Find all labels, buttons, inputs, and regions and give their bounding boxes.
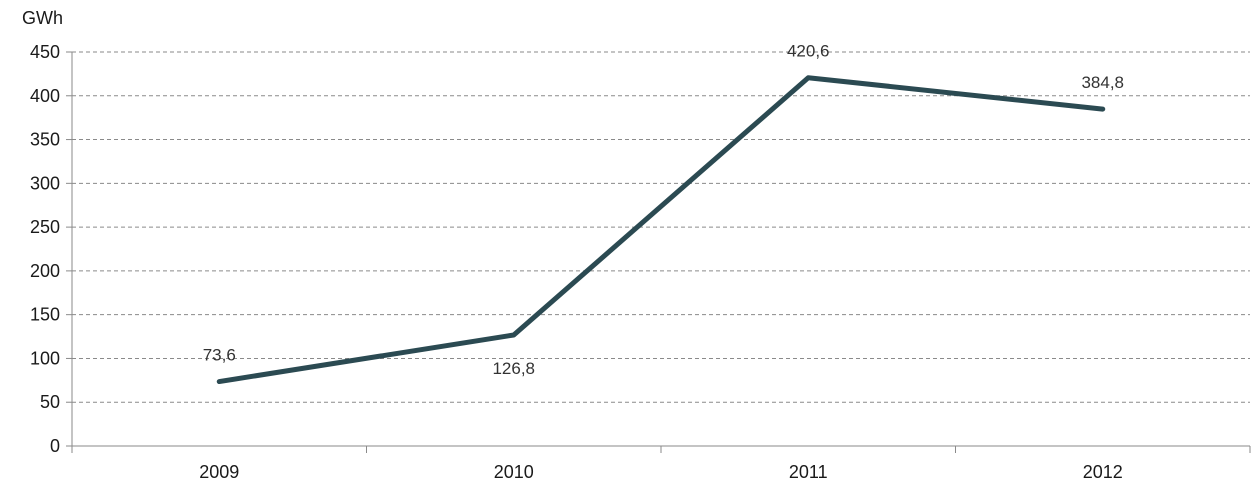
y-tick-label-300: 300 <box>30 173 60 193</box>
y-tick-label-50: 50 <box>40 392 60 412</box>
x-axis-ticks: 2009 2010 2011 2012 <box>71 446 1251 482</box>
series-line-0 <box>216 75 1106 385</box>
y-tick-label-450: 450 <box>30 42 60 62</box>
y-axis-unit-label: GWh <box>22 8 63 28</box>
data-label-2009: 73,6 <box>203 346 236 365</box>
data-label-2012: 384,8 <box>1081 73 1124 92</box>
y-tick-label-350: 350 <box>30 130 60 150</box>
y-tick-label-150: 150 <box>30 305 60 325</box>
x-tick-label-2009: 2009 <box>199 462 239 482</box>
y-tick-label-200: 200 <box>30 261 60 281</box>
y-tick-label-250: 250 <box>30 217 60 237</box>
data-label-2011: 420,6 <box>787 42 830 61</box>
y-axis-ticks: 0 50 100 150 200 250 300 350 400 450 <box>30 42 72 456</box>
x-tick-label-2010: 2010 <box>494 462 534 482</box>
x-tick-label-2012: 2012 <box>1083 462 1123 482</box>
series-layer <box>216 75 1106 385</box>
y-tick-label-0: 0 <box>50 436 60 456</box>
data-label-2010: 126,8 <box>492 359 535 378</box>
gridlines <box>72 51 1250 403</box>
x-tick-label-2011: 2011 <box>789 462 828 482</box>
y-tick-label-400: 400 <box>30 86 60 106</box>
axes <box>71 52 1250 447</box>
data-labels: 73,6 126,8 420,6 384,8 <box>203 42 1124 378</box>
y-tick-label-100: 100 <box>30 348 60 368</box>
